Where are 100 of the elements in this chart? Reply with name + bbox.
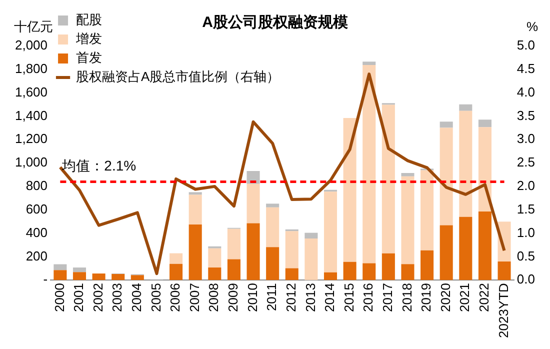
- y2-tick-label: 0.0: [516, 272, 536, 287]
- bar: [285, 268, 298, 280]
- y-tick-label: 2,000: [14, 38, 48, 53]
- bar: [285, 231, 298, 268]
- x-tick-label: 2014: [322, 283, 338, 312]
- y2-axis-title: %: [526, 19, 538, 34]
- x-tick-label: 2002: [90, 283, 106, 312]
- bar: [266, 204, 280, 208]
- bar: [478, 127, 492, 212]
- bar: [440, 128, 453, 226]
- bar: [478, 211, 492, 280]
- legend-label: 增发: [75, 31, 102, 46]
- y-tick-label: 600: [26, 201, 48, 216]
- x-tick-label: 2005: [148, 283, 164, 312]
- y2-tick-label: 4.0: [516, 84, 536, 100]
- bar: [382, 253, 395, 280]
- bar: [459, 216, 472, 280]
- y2-tick-label: 1.5: [516, 201, 536, 216]
- bar: [440, 122, 453, 128]
- bar: [324, 192, 338, 272]
- bar: [304, 232, 318, 239]
- bar: [266, 247, 280, 280]
- bar: [54, 264, 67, 270]
- bar: [362, 64, 376, 264]
- x-tick-label: 2019: [418, 283, 434, 312]
- y-tick-label: 200: [26, 248, 48, 264]
- x-tick-label: 2020: [438, 283, 453, 312]
- bar: [401, 172, 414, 176]
- bar: [188, 194, 202, 224]
- bar: [459, 104, 472, 111]
- bar: [401, 264, 414, 280]
- bar: [324, 272, 338, 280]
- bar: [188, 192, 202, 195]
- bar: [170, 253, 183, 264]
- x-tick-label: 2009: [226, 283, 241, 312]
- bar: [362, 263, 376, 280]
- x-tick-label: 2004: [128, 283, 144, 312]
- bar: [227, 259, 240, 280]
- x-tick-label: 2007: [186, 283, 202, 312]
- bar: [246, 171, 260, 184]
- y-tick-label: 800: [26, 178, 48, 194]
- bar: [440, 225, 453, 280]
- x-tick-label: 2008: [206, 283, 222, 312]
- y2-tick-label: 4.5: [516, 60, 536, 76]
- bar: [72, 272, 86, 280]
- y2-tick-label: 5.0: [516, 38, 536, 53]
- bar: [170, 264, 183, 280]
- bar: [401, 176, 414, 264]
- x-tick-label: 2022: [476, 283, 492, 312]
- bar: [92, 274, 106, 280]
- bar: [362, 62, 376, 65]
- x-tick-label: 2013: [302, 283, 318, 312]
- x-tick-label: 2011: [264, 283, 280, 312]
- y2-tick-label: 2.0: [516, 178, 536, 194]
- x-tick-label: 2023YTD: [496, 283, 511, 338]
- y2-tick-label: 3.0: [516, 131, 536, 146]
- bar: [112, 274, 125, 280]
- y-tick-label: 1,600: [14, 84, 48, 100]
- bar: [459, 110, 472, 217]
- bar: [54, 270, 67, 280]
- bar: [130, 275, 144, 280]
- x-tick-label: 2006: [168, 283, 183, 312]
- bar: [478, 120, 492, 128]
- chart-title: A股公司股权融资规模: [202, 14, 349, 32]
- bar: [304, 238, 318, 280]
- bar: [420, 250, 434, 280]
- bar: [343, 118, 356, 262]
- bar: [208, 268, 222, 280]
- x-tick-label: 2021: [457, 283, 472, 312]
- ref-line-label: 均值：2.1%: [61, 158, 136, 174]
- y-tick-label: 1,000: [14, 154, 48, 170]
- x-tick-label: 2012: [283, 283, 298, 312]
- x-tick-label: 2010: [244, 283, 260, 312]
- y-axis-title: 十亿元: [14, 19, 53, 34]
- bar: [208, 248, 222, 268]
- legend-label: 股权融资占A股总市值比例（右轴）: [76, 69, 280, 84]
- x-tick-label: 2003: [110, 283, 125, 312]
- y2-tick-label: 3.5: [516, 108, 536, 123]
- y-tick-label: 1,800: [14, 60, 48, 76]
- y-tick-label: -: [43, 272, 48, 287]
- y-tick-label: 400: [26, 224, 48, 240]
- x-tick-label: 2000: [52, 283, 67, 312]
- x-tick-label: 2017: [380, 283, 396, 312]
- legend-label: 首发: [76, 50, 102, 66]
- bar: [227, 228, 240, 260]
- y-tick-label: 1,400: [14, 108, 48, 123]
- x-tick-label: 2018: [399, 283, 414, 312]
- bar: [246, 223, 260, 280]
- bar: [188, 224, 202, 280]
- bar: [420, 170, 434, 250]
- bar: [382, 104, 395, 254]
- bar: [72, 267, 86, 272]
- y2-tick-label: 2.5: [516, 154, 536, 170]
- y-tick-label: 1,200: [14, 131, 48, 146]
- y2-tick-label: 1.0: [516, 224, 536, 240]
- bar: [343, 262, 356, 280]
- bar: [498, 261, 511, 280]
- bar: [246, 184, 260, 224]
- x-tick-label: 2001: [71, 283, 86, 312]
- x-tick-label: 2016: [360, 283, 376, 312]
